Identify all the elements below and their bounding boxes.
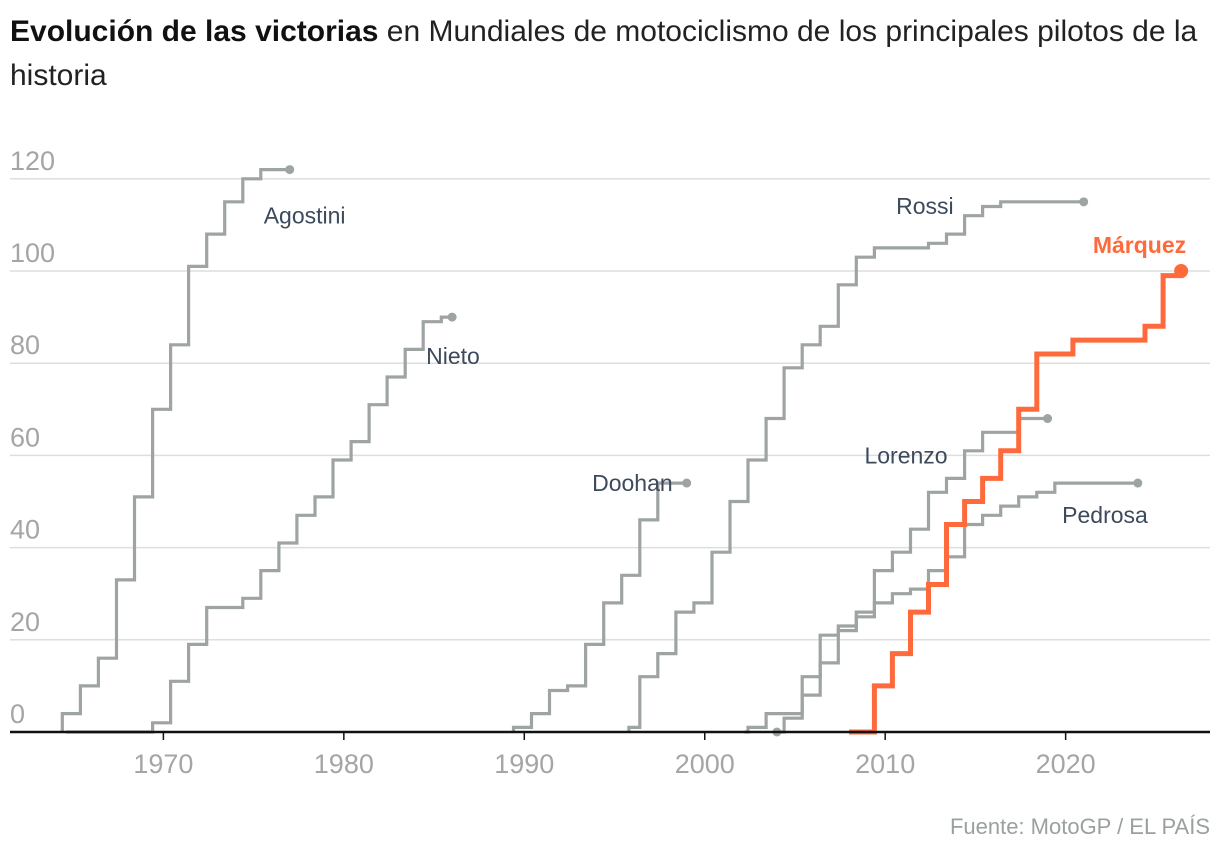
series-end-dot-marquez bbox=[1174, 264, 1189, 278]
series-label-nieto: Nieto bbox=[426, 343, 480, 369]
step-line-chart: 0 20 40 60 80 100 120 Agostini Nieto Doohan Rossi L… bbox=[10, 146, 1210, 779]
x-tick-label-1980: 1980 bbox=[314, 749, 374, 779]
x-tick-label-2000: 2000 bbox=[675, 749, 735, 779]
x-tick-label-2010: 2010 bbox=[855, 749, 915, 779]
series-label-pedrosa: Pedrosa bbox=[1062, 502, 1148, 528]
y-tick-label-20: 20 bbox=[10, 607, 40, 637]
series-label-rossi: Rossi bbox=[896, 193, 954, 219]
x-tick-label-1990: 1990 bbox=[494, 749, 554, 779]
series-label-doohan: Doohan bbox=[592, 470, 673, 496]
series-line-marquez bbox=[849, 271, 1184, 735]
x-tick-label-1970: 1970 bbox=[133, 749, 193, 779]
y-tick-label-0: 0 bbox=[10, 699, 25, 729]
y-tick-label-100: 100 bbox=[10, 238, 55, 268]
chart-title: Evolución de las victorias en Mundiales … bbox=[10, 10, 1200, 98]
series-end-dot-doohan bbox=[682, 478, 692, 488]
series-label-marquez: Márquez bbox=[1093, 232, 1186, 258]
y-tick-label-60: 60 bbox=[10, 422, 40, 452]
y-tick-label-120: 120 bbox=[10, 146, 55, 176]
series-label-agostini: Agostini bbox=[264, 203, 346, 229]
y-tick-label-40: 40 bbox=[10, 515, 40, 545]
series-end-dot-nieto bbox=[447, 312, 457, 322]
series-line-agostini bbox=[60, 168, 290, 732]
chart-title-bold: Evolución de las victorias bbox=[10, 15, 379, 48]
series-line-rossi bbox=[627, 200, 1084, 732]
series-end-dot-rossi bbox=[1079, 197, 1089, 207]
chart-title-rest: en Mundiales de motociclismo de los prin… bbox=[10, 15, 1198, 92]
series-line-nieto bbox=[65, 315, 453, 734]
series-line-pedrosa bbox=[776, 481, 1138, 734]
series-end-dot-agostini bbox=[285, 165, 295, 175]
series-end-dot-pedrosa bbox=[1133, 478, 1143, 488]
series-end-dot-lorenzo bbox=[1043, 414, 1053, 424]
series-line-lorenzo bbox=[744, 416, 1048, 734]
y-tick-label-80: 80 bbox=[10, 330, 40, 360]
source-note: Fuente: MotoGP / EL PAÍS bbox=[949, 814, 1210, 839]
x-tick-label-2020: 2020 bbox=[1036, 749, 1096, 779]
series-label-lorenzo: Lorenzo bbox=[864, 443, 947, 469]
series-line-doohan bbox=[511, 481, 687, 732]
